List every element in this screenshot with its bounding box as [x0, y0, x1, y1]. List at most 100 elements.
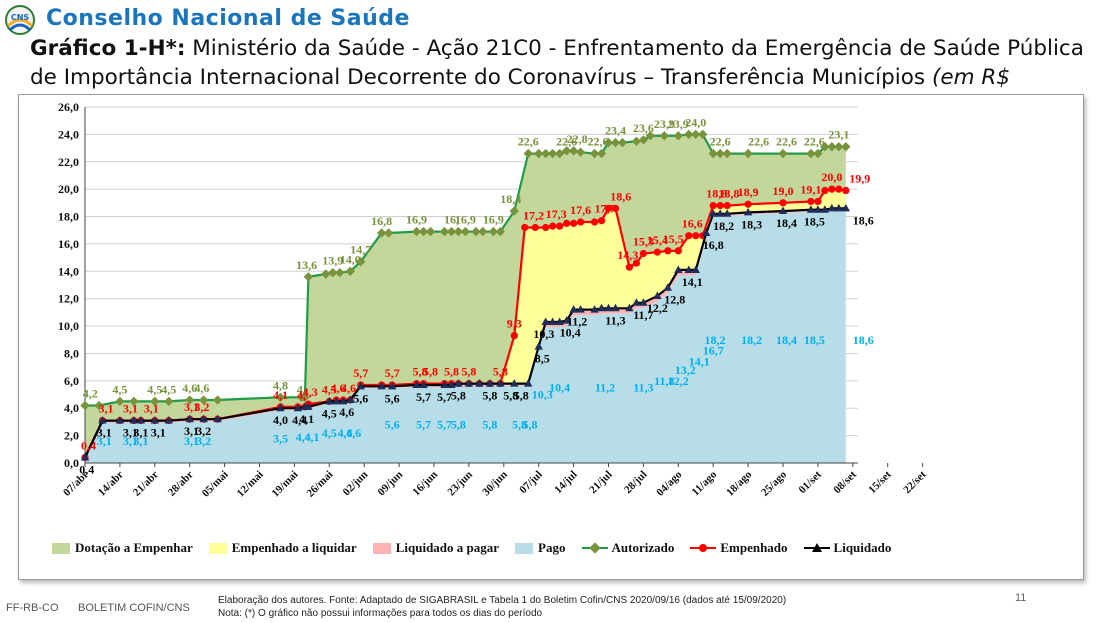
marker-empenhado	[576, 218, 585, 226]
area-dotacao-a-empenhar	[85, 134, 846, 458]
marker-empenhado	[709, 201, 717, 210]
marker-empenhado	[664, 247, 672, 255]
marker-liquidado	[663, 283, 673, 291]
marker-autorizado	[715, 148, 725, 159]
legend-item-autorizado: Autorizado	[581, 540, 674, 556]
pago-data-label: 5,8	[512, 418, 527, 432]
chart-title: Gráfico 1-H*: Ministério da Saúde - Ação…	[30, 34, 1090, 121]
autorizado-data-label: 22,6	[588, 135, 609, 149]
source-note: Elaboração dos autores. Fonte: Adaptado …	[218, 595, 787, 606]
liquidado-data-label: 4,5	[322, 406, 337, 420]
autorizado-data-label: 22,6	[748, 135, 769, 149]
liquidado-data-label: 4,0	[273, 413, 288, 427]
autorizado-data-label: 24,0	[685, 115, 706, 129]
liquidado-data-label: 11,7	[633, 308, 653, 322]
marker-autorizado	[129, 396, 139, 407]
x-tick-label: 08/set	[831, 468, 859, 496]
marker-liquidado	[709, 209, 718, 217]
legend-marker-empenhado	[690, 544, 717, 552]
legend-item-empenhado-liquidar: Empenhado a liquidar	[208, 540, 357, 556]
legend-item-liquidado-pagar: Liquidado a pagar	[372, 540, 499, 556]
pago-data-label: 16,7	[703, 344, 724, 358]
pago-data-label: 4,1	[304, 430, 319, 444]
marker-liquidado	[576, 305, 585, 313]
liquidado-data-label: 18,6	[853, 213, 874, 227]
empenhado-data-label: 18,8	[706, 187, 727, 201]
marker-liquidado	[464, 379, 474, 387]
empenhado-data-label: 19,0	[773, 184, 794, 198]
marker-autorizado	[418, 226, 429, 237]
marker-empenhado	[625, 263, 634, 271]
liquidado-data-label: 11,2	[567, 315, 587, 329]
marker-liquidado	[136, 416, 146, 424]
pago-data-label: 5,7	[416, 418, 431, 432]
autorizado-data-label: 23,1	[828, 128, 849, 142]
marker-empenhado	[531, 223, 539, 232]
x-tick-label: 11/ago	[690, 468, 720, 498]
marker-liquidado	[569, 305, 578, 313]
marker-empenhado	[611, 204, 620, 212]
autorizado-data-label: 18,4	[500, 192, 521, 206]
marker-liquidado	[304, 402, 313, 410]
marker-liquidado	[377, 381, 386, 390]
autorizado-data-label: 23,6	[633, 121, 654, 135]
marker-liquidado	[743, 207, 753, 216]
empenhado-data-label: 16,6	[682, 217, 703, 231]
pago-data-label: 5,7	[437, 418, 452, 432]
marker-autorizado	[321, 269, 331, 279]
marker-empenhado	[563, 219, 571, 227]
liquidado-data-label: 18,3	[741, 217, 762, 231]
empenhado-data-label: 9,3	[507, 317, 522, 331]
x-tick-label: 15/set	[866, 468, 894, 496]
empenhado-data-label: 0,4	[81, 439, 96, 453]
empenhado-data-label: 3,2	[194, 400, 209, 414]
legend-item-empenhado: Empenhado	[690, 540, 788, 556]
marker-autorizado	[722, 148, 732, 159]
marker-liquidado	[639, 298, 648, 306]
marker-autorizado	[691, 129, 701, 140]
marker-autorizado	[471, 226, 481, 237]
marker-autorizado	[561, 146, 572, 156]
marker-liquidado	[691, 265, 700, 273]
marker-liquidado	[115, 416, 125, 424]
x-tick-label: 19/mai	[270, 469, 301, 500]
liquidado-data-label: 18,5	[804, 215, 825, 229]
marker-liquidado	[129, 416, 139, 424]
marker-autorizado	[541, 148, 551, 159]
marker-liquidado	[98, 416, 107, 424]
x-tick-label: 23/jun	[445, 469, 475, 499]
y-tick-label: 0,0	[64, 456, 79, 470]
empenhado-data-label: 4,5	[322, 382, 337, 396]
marker-liquidado	[611, 303, 620, 312]
autorizado-data-label: 16,9	[406, 213, 427, 227]
marker-autorizado	[708, 148, 718, 159]
empenhado-data-label: 18,8	[718, 187, 739, 201]
marker-empenhado	[807, 197, 815, 206]
liquidado-data-label: 3,1	[123, 426, 138, 440]
marker-empenhado	[556, 222, 564, 230]
autorizado-data-label: 22,8	[567, 132, 588, 146]
area-pago	[85, 210, 846, 463]
marker-liquidado	[534, 342, 543, 350]
marker-empenhado	[842, 186, 850, 195]
marker-liquidado	[827, 203, 837, 212]
liquidado-data-label: 11,3	[605, 313, 625, 327]
empenhado-data-label: 5,8	[444, 365, 459, 379]
empenhado-data-label: 18,9	[738, 185, 759, 199]
marker-autorizado	[453, 226, 464, 237]
empenhado-data-label: 3,1	[123, 402, 138, 416]
empenhado-data-label: 5,8	[413, 365, 428, 379]
pago-data-label: 3,5	[273, 431, 288, 445]
legend-label: Pago	[538, 540, 566, 555]
marker-liquidado	[541, 317, 550, 325]
x-tick-label: 21/abr	[131, 469, 161, 499]
pago-data-label: 4,4	[296, 430, 311, 444]
marker-autorizado	[488, 226, 498, 237]
legend-item-liquidado: Liquidado	[803, 540, 891, 556]
marker-autorizado	[820, 142, 830, 152]
marker-autorizado	[150, 396, 160, 407]
marker-liquidado	[841, 203, 851, 212]
autorizado-data-label: 22,6	[518, 135, 539, 149]
x-tick-label: 22/set	[901, 468, 929, 496]
pago-data-label: 5,8	[522, 418, 537, 432]
